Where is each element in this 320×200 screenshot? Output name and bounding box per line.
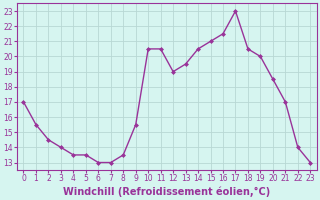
X-axis label: Windchill (Refroidissement éolien,°C): Windchill (Refroidissement éolien,°C) <box>63 186 270 197</box>
